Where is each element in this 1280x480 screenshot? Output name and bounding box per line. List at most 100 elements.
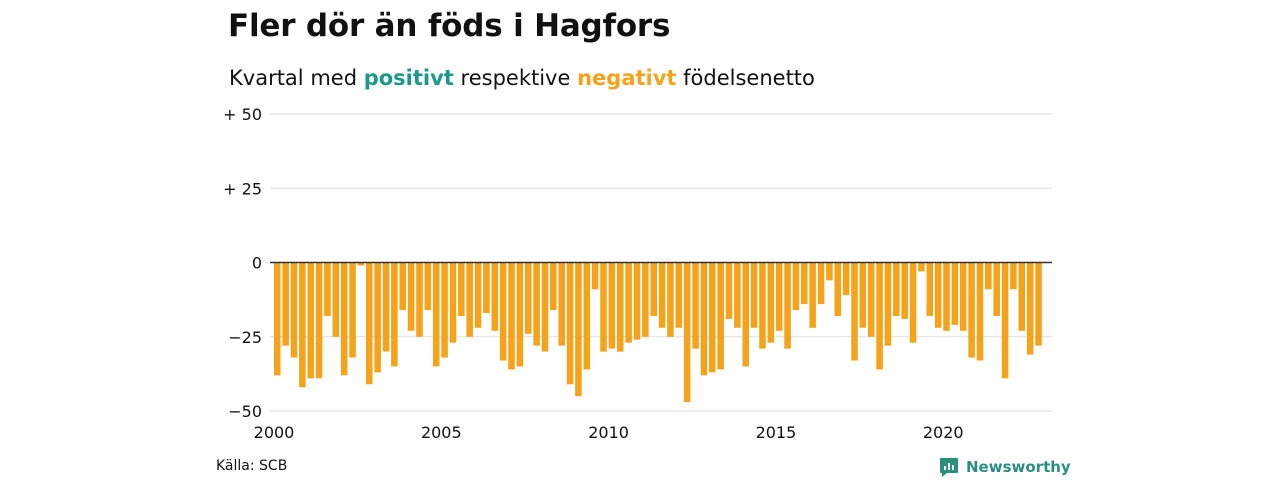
bar: [725, 262, 733, 319]
y-tick-label: + 25: [223, 179, 262, 198]
bar: [550, 262, 557, 311]
bar: [943, 262, 950, 331]
brand-name: Newsworthy: [966, 458, 1071, 476]
bar: [616, 262, 624, 352]
bar: [867, 262, 875, 337]
chart-subtitle: Kvartal med positivt respektive negativt…: [229, 66, 815, 90]
bar: [591, 262, 599, 290]
bar: [282, 262, 289, 346]
bar: [416, 262, 423, 337]
bar: [993, 262, 1000, 316]
bar: [516, 262, 524, 367]
y-tick-label: −50: [228, 402, 262, 421]
bar: [801, 262, 808, 305]
subtitle-negative-label: negativt: [577, 66, 677, 90]
bar: [851, 262, 858, 361]
bar: [499, 262, 507, 361]
bar: [274, 262, 281, 376]
bar: [717, 262, 724, 370]
bar: [324, 262, 331, 316]
bar: [533, 262, 540, 346]
bar: [290, 262, 298, 358]
bar: [566, 262, 574, 385]
bar: [667, 262, 674, 337]
bar: [315, 262, 323, 379]
bar: [784, 262, 791, 349]
bar: [407, 262, 415, 331]
y-tick-label: + 50: [223, 105, 262, 124]
x-tick-labels: 2000 2005 2010 2015 2020: [254, 423, 964, 442]
bar: [583, 262, 591, 370]
bar: [876, 262, 883, 370]
bar: [826, 262, 833, 281]
bar: [692, 262, 699, 349]
bar: [775, 262, 783, 331]
bar: [432, 262, 440, 367]
bar: [340, 262, 348, 376]
bar: [951, 262, 959, 325]
grid-lines: [270, 113, 1052, 412]
bar: [366, 262, 373, 385]
bar: [650, 262, 657, 316]
bar: [918, 262, 925, 272]
bar: [959, 262, 967, 331]
bar: [307, 262, 314, 379]
source-note: Källa: SCB: [216, 458, 288, 474]
x-tick-label: 2005: [421, 423, 462, 442]
bar: [842, 262, 850, 296]
bar: [750, 262, 758, 328]
bar: [541, 262, 549, 352]
bar: [449, 262, 457, 343]
bar: [759, 262, 766, 349]
bar: [424, 262, 432, 311]
bar: [809, 262, 816, 328]
bar: [985, 262, 992, 290]
x-tick-label: 2020: [923, 423, 964, 442]
subtitle-positive-label: positivt: [363, 66, 454, 90]
bar: [700, 262, 708, 376]
bar: [508, 262, 515, 370]
bar: [382, 262, 390, 352]
bar: [1001, 262, 1009, 379]
bar: [524, 262, 532, 334]
bar: [734, 262, 741, 328]
bar: [349, 262, 356, 358]
bar: [1010, 262, 1017, 290]
bar: [558, 262, 565, 346]
chart-title: Fler dör än föds i Hagfors: [228, 8, 671, 44]
bar: [909, 262, 917, 343]
bar: [859, 262, 867, 328]
x-tick-label: 2000: [254, 423, 295, 442]
bar: [458, 262, 465, 316]
bar: [474, 262, 482, 328]
bar: [675, 262, 683, 328]
brand-logo: Newsworthy: [938, 456, 1071, 478]
bar: [633, 262, 641, 340]
bar: [817, 262, 825, 305]
bar: [658, 262, 666, 328]
bar: [441, 262, 448, 358]
bar: [374, 262, 381, 373]
bar: [1035, 262, 1042, 346]
bar: [683, 262, 691, 403]
y-tick-label: 0: [252, 254, 262, 273]
bar: [767, 262, 775, 343]
bar: [600, 262, 607, 352]
bar: [299, 262, 306, 388]
y-tick-labels: + 50 + 25 0 −25 −50: [223, 105, 262, 421]
bar: [642, 262, 649, 337]
bar: [399, 262, 407, 311]
bar: [357, 262, 365, 266]
bar: [1018, 262, 1026, 331]
subtitle-prefix: Kvartal med: [229, 66, 358, 90]
bar: [608, 262, 616, 349]
bar: [391, 262, 398, 367]
bars: [274, 262, 1042, 403]
subtitle-middle: respektive: [460, 66, 571, 90]
bar: [742, 262, 749, 367]
bar: [575, 262, 582, 397]
bar: [483, 262, 490, 313]
bar: [834, 262, 842, 316]
x-tick-label: 2015: [756, 423, 797, 442]
